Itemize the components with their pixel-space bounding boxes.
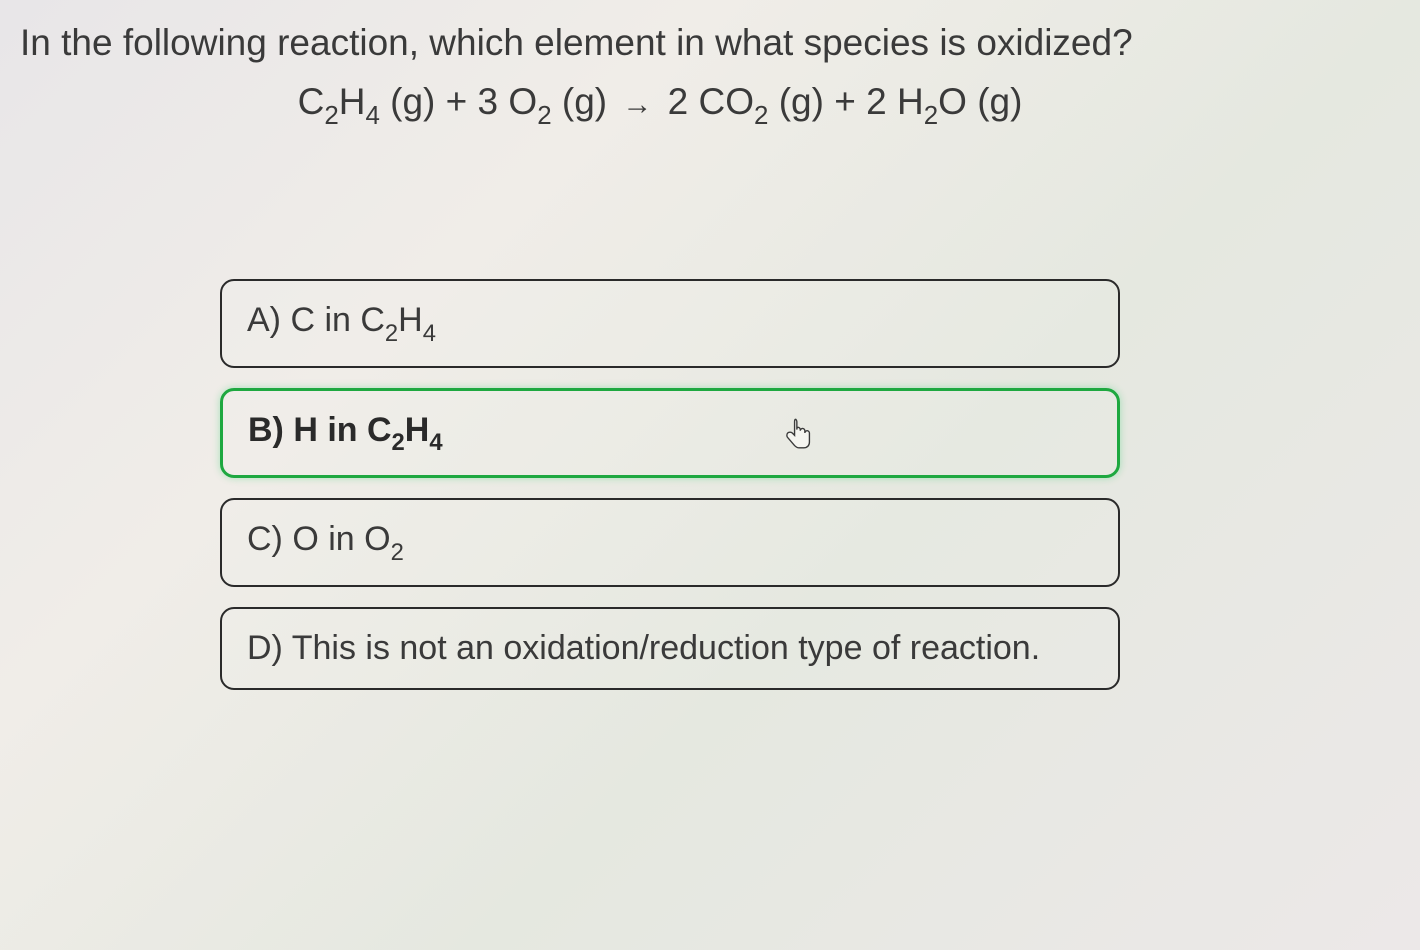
option-text: H <box>398 301 423 339</box>
option-text: H in C <box>293 411 391 449</box>
eq-part: C <box>298 81 325 122</box>
eq-part: H <box>339 81 366 122</box>
answer-option-a[interactable]: A) C in C2H4 <box>220 279 1120 368</box>
eq-state: (g) <box>390 81 435 122</box>
eq-part: O <box>938 81 967 122</box>
eq-sub: 2 <box>537 102 551 130</box>
pointer-cursor-icon <box>784 417 812 449</box>
eq-state: (g) <box>562 81 607 122</box>
option-prefix: D) <box>247 629 292 667</box>
option-sub: 4 <box>423 320 436 347</box>
eq-sub: 4 <box>365 102 379 130</box>
eq-coef: 3 <box>478 81 499 122</box>
option-sub: 4 <box>429 429 442 456</box>
answer-list: A) C in C2H4 B) H in C2H4 C) O in O2 D) … <box>220 279 1120 690</box>
option-text: O in O <box>292 520 390 558</box>
option-label: D) This is not an oxidation/reduction ty… <box>247 629 1040 667</box>
option-sub: 2 <box>385 320 398 347</box>
eq-state: (g) <box>779 81 824 122</box>
eq-part: CO <box>699 81 755 122</box>
option-label: C) O in O2 <box>247 520 404 558</box>
option-sub: 2 <box>392 429 405 456</box>
eq-plus: + <box>834 81 856 122</box>
eq-sub: 2 <box>754 102 768 130</box>
eq-sub: 2 <box>324 102 338 130</box>
option-prefix: B) <box>248 411 293 449</box>
chemical-equation: C2H4 (g) + 3 O2 (g) → 2 CO2 (g) + 2 H2O … <box>0 81 1400 129</box>
option-label: A) C in C2H4 <box>247 301 436 339</box>
option-text: C in C <box>290 301 384 339</box>
answer-option-c[interactable]: C) O in O2 <box>220 498 1120 587</box>
eq-state: (g) <box>977 81 1022 122</box>
option-text: H <box>405 411 430 449</box>
eq-sub: 2 <box>924 102 938 130</box>
option-prefix: A) <box>247 301 290 339</box>
eq-part: O <box>508 81 537 122</box>
option-prefix: C) <box>247 520 292 558</box>
option-label: B) H in C2H4 <box>248 411 443 449</box>
eq-plus: + <box>446 81 468 122</box>
option-text: This is not an oxidation/reduction type … <box>292 629 1040 667</box>
answer-option-b[interactable]: B) H in C2H4 <box>220 388 1120 479</box>
eq-coef: 2 <box>668 81 689 122</box>
option-sub: 2 <box>391 539 404 566</box>
question-prompt: In the following reaction, which element… <box>20 15 1400 71</box>
eq-coef: 2 <box>866 81 887 122</box>
answer-option-d[interactable]: D) This is not an oxidation/reduction ty… <box>220 607 1120 690</box>
eq-arrow: → <box>622 88 652 121</box>
eq-part: H <box>897 81 924 122</box>
